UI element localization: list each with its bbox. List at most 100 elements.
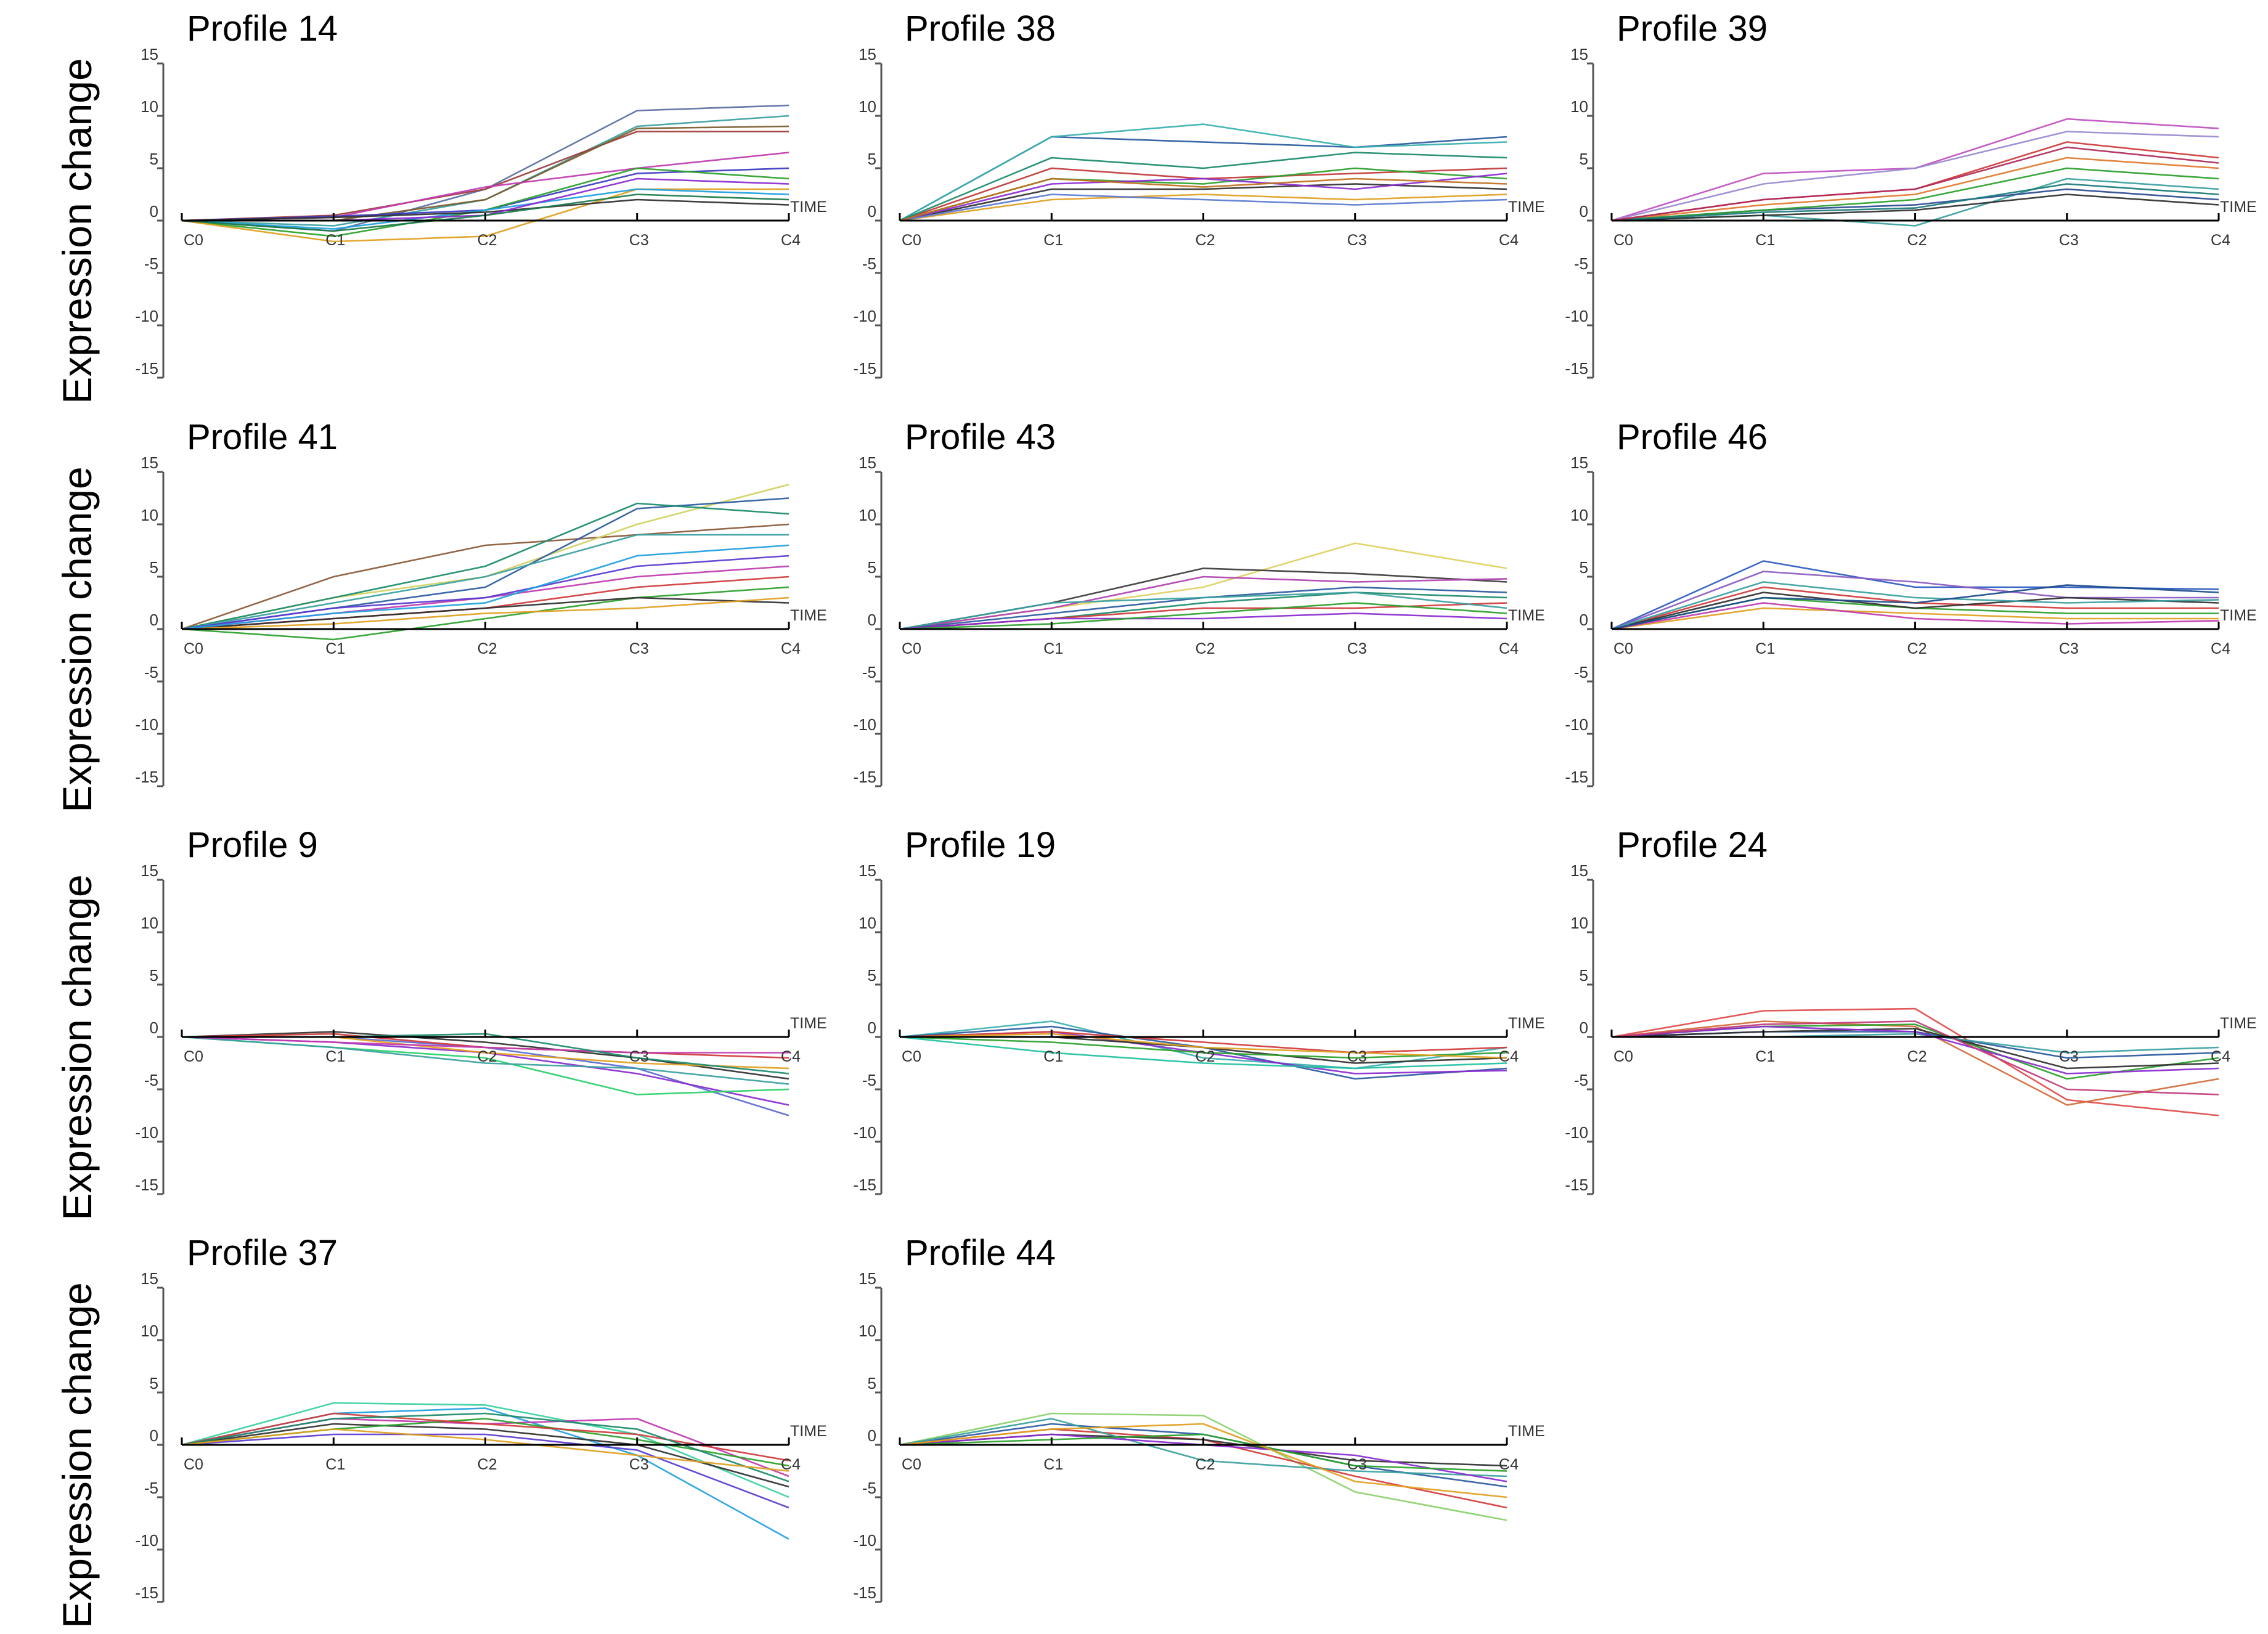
series-line (181, 131, 789, 222)
y-tick-label: -15 (853, 1583, 876, 1602)
y-tick-label: 0 (1580, 611, 1588, 629)
series-line (181, 1412, 789, 1461)
y-tick-label: -5 (144, 1071, 158, 1089)
y-tick-label: -15 (1565, 1176, 1588, 1194)
panel-title: Profile 37 (187, 1233, 338, 1273)
time-axis-label: TIME (790, 607, 827, 624)
x-tick-label: C0 (902, 1048, 921, 1065)
y-tick-label: 10 (859, 506, 876, 524)
series-line (1611, 602, 2219, 630)
y-tick-label: -15 (853, 359, 876, 378)
y-tick-label: 15 (859, 861, 876, 880)
series-line (899, 177, 1507, 222)
panel-title: Profile 39 (1617, 9, 1768, 49)
x-tick-label: C2 (478, 640, 497, 657)
y-tick-label: 5 (868, 1374, 876, 1392)
time-axis-label: TIME (1508, 1423, 1545, 1440)
y-tick-label: 5 (868, 966, 876, 985)
series-line (1611, 183, 2219, 222)
series-line (181, 586, 789, 641)
x-tick-label: C3 (2059, 640, 2079, 657)
row-label-3: Expression change (54, 874, 100, 1220)
chart-panel: Profile 37 15 10 5 0 -5 -10 -15 C0 C1 C2 C3 C4 TIME (135, 1233, 827, 1603)
y-tick-label: -5 (144, 1479, 158, 1497)
x-tick-label: C4 (781, 1048, 801, 1065)
y-tick-label: 15 (859, 453, 876, 472)
y-tick-label: 0 (1580, 1018, 1588, 1037)
y-tick-label: -10 (1565, 1123, 1588, 1142)
panel-title: Profile 24 (1617, 825, 1768, 865)
y-tick-label: -10 (135, 1531, 158, 1550)
x-tick-label: C1 (325, 232, 345, 249)
x-tick-label: C1 (1043, 640, 1063, 657)
y-tick-label: 0 (150, 1426, 158, 1445)
y-tick-label: -10 (135, 307, 158, 325)
row-label-4: Expression change (54, 1282, 100, 1628)
y-tick-label: 5 (868, 558, 876, 577)
x-tick-label: C0 (184, 1048, 203, 1065)
y-tick-label: 5 (868, 150, 876, 168)
y-tick-label: -15 (135, 1176, 158, 1194)
series-line (181, 523, 789, 630)
x-tick-label: C3 (1347, 640, 1367, 657)
series-line (181, 534, 789, 630)
series-line (181, 1036, 789, 1085)
series-line (899, 1433, 1507, 1472)
x-tick-label: C4 (1499, 232, 1519, 249)
panel-title: Profile 41 (187, 417, 338, 457)
y-tick-label: 15 (141, 1269, 158, 1288)
x-tick-label: C3 (2059, 1048, 2079, 1065)
panel-title: Profile 19 (905, 825, 1056, 865)
series-line (181, 596, 789, 630)
series-line (1611, 167, 2219, 222)
series-line (899, 575, 1507, 630)
panel-title: Profile 44 (905, 1233, 1056, 1273)
y-tick-label: -5 (862, 663, 876, 681)
x-tick-label: C2 (1907, 232, 1927, 249)
x-tick-label: C3 (2059, 232, 2079, 249)
series-line (182, 125, 789, 222)
panel-title: Profile 9 (187, 825, 318, 865)
y-tick-label: 0 (1580, 202, 1588, 221)
y-tick-label: -5 (144, 663, 158, 681)
x-tick-label: C4 (1499, 1048, 1519, 1065)
series-line (181, 188, 789, 243)
series-line (181, 502, 789, 630)
x-tick-label: C3 (1347, 1456, 1367, 1473)
chart-panel: Profile 43 15 10 5 0 -5 -10 -15 C0 C1 C2 C3 C4 TIME (853, 417, 1545, 787)
series-line (1611, 571, 2219, 630)
y-tick-label: 0 (868, 202, 876, 221)
y-tick-label: 10 (1570, 914, 1588, 932)
series-line (181, 198, 789, 222)
x-tick-label: C4 (2211, 640, 2230, 657)
series-line (899, 1031, 1507, 1054)
series-line (899, 152, 1507, 222)
series-line (899, 193, 1507, 222)
y-tick-label: -15 (853, 768, 876, 786)
y-tick-label: 10 (141, 1322, 158, 1340)
x-tick-label: C1 (1043, 1048, 1063, 1065)
series-line (1611, 146, 2219, 222)
time-axis-label: TIME (2220, 1015, 2257, 1032)
x-tick-label: C0 (184, 640, 203, 657)
series-line (1611, 131, 2219, 222)
x-tick-label: C0 (1613, 232, 1633, 249)
chart-panel: Profile 38 15 10 5 0 -5 -10 -15 C0 C1 C2 C3 C4 TIME (853, 9, 1545, 379)
chart-panel: Profile 44 15 10 5 0 -5 -10 -15 C0 C1 C2 C3 C4 TIME (853, 1233, 1545, 1603)
y-tick-label: -15 (1565, 768, 1588, 786)
time-axis-label: TIME (1508, 1015, 1545, 1032)
y-tick-label: -5 (862, 1071, 876, 1089)
chart-panel: Profile 14 15 10 5 0 -5 -10 -15 C0 C1 C2 C3 C4 TIME (135, 9, 827, 379)
y-tick-label: 0 (150, 1018, 158, 1037)
y-tick-label: 0 (868, 611, 876, 629)
panel-title: Profile 46 (1617, 417, 1768, 457)
series-line (181, 1036, 789, 1054)
y-tick-label: 0 (868, 1018, 876, 1037)
y-tick-label: -5 (862, 1479, 876, 1497)
chart-panel: Profile 9 15 10 5 0 -5 -10 -15 C0 C1 C2 C3 C4 TIME (135, 825, 827, 1195)
x-tick-label: C2 (1907, 1048, 1927, 1065)
x-tick-label: C0 (184, 232, 203, 249)
x-tick-label: C0 (902, 1456, 921, 1473)
